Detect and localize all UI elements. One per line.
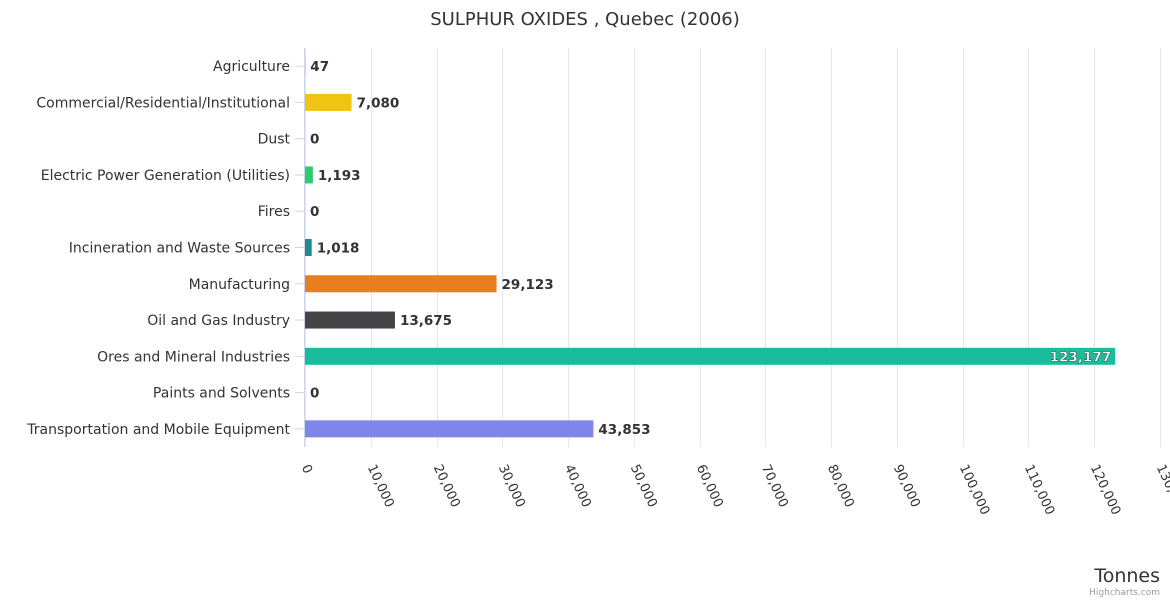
bar[interactable] <box>305 420 594 438</box>
category-label: Fires <box>258 204 290 220</box>
data-label: 47 <box>310 59 329 75</box>
tick-label: 20,000 <box>430 462 463 510</box>
data-label: 0 <box>310 386 319 402</box>
tick-label: 120,000 <box>1087 462 1123 517</box>
data-label: 29,123 <box>502 277 554 293</box>
tick-label: 70,000 <box>758 462 791 510</box>
bar[interactable] <box>305 275 497 293</box>
bar[interactable] <box>305 166 313 184</box>
data-label: 43,853 <box>598 422 650 438</box>
tick-label: 0 <box>298 462 315 476</box>
value-axis-title: Tonnes <box>1093 565 1160 587</box>
tick-label: 30,000 <box>495 462 528 510</box>
bar[interactable] <box>305 347 1116 365</box>
data-label: 13,675 <box>400 313 452 329</box>
data-label: 123,177 <box>1050 349 1112 365</box>
credits[interactable]: Highcharts.com <box>1089 588 1160 598</box>
data-label: 7,080 <box>357 95 400 111</box>
bars <box>305 57 1116 438</box>
tick-label: 50,000 <box>627 462 660 510</box>
category-label: Electric Power Generation (Utilities) <box>41 168 290 184</box>
data-label: 1,193 <box>318 168 361 184</box>
tick-label: 90,000 <box>890 462 923 510</box>
category-label: Commercial/Residential/Institutional <box>36 95 290 111</box>
bar[interactable] <box>305 93 352 111</box>
tick-label: 130,000 <box>1153 462 1170 517</box>
chart-title: SULPHUR OXIDES , Quebec (2006) <box>430 9 740 30</box>
tick-label: 110,000 <box>1021 462 1057 517</box>
data-label: 0 <box>310 132 319 148</box>
tick-label: 40,000 <box>561 462 594 510</box>
tick-label: 100,000 <box>956 462 992 517</box>
category-label: Ores and Mineral Industries <box>97 349 290 365</box>
category-label: Dust <box>258 132 291 148</box>
grid-lines <box>295 48 1161 447</box>
bar[interactable] <box>305 239 312 256</box>
data-labels: 47 7,080 0 1,193 0 1,018 29,123 13,675 123,177 0 4… <box>310 59 1111 438</box>
category-labels: Agriculture Commercial/Residential/Instit… <box>26 59 290 438</box>
category-label: Transportation and Mobile Equipment <box>26 422 290 438</box>
category-label: Manufacturing <box>189 277 290 293</box>
tick-label: 60,000 <box>693 462 726 510</box>
data-label: 1,018 <box>317 241 360 257</box>
category-label: Agriculture <box>213 59 290 75</box>
tick-label: 10,000 <box>364 462 397 510</box>
data-label: 0 <box>310 204 319 220</box>
tick-label: 80,000 <box>824 462 857 510</box>
value-axis-tick-labels: 0 10,000 20,000 30,000 40,000 50,000 60,000 70,… <box>298 462 1170 517</box>
bar[interactable] <box>305 311 395 329</box>
category-label: Paints and Solvents <box>153 386 290 402</box>
category-label: Oil and Gas Industry <box>147 313 290 329</box>
category-label: Incineration and Waste Sources <box>69 241 290 257</box>
